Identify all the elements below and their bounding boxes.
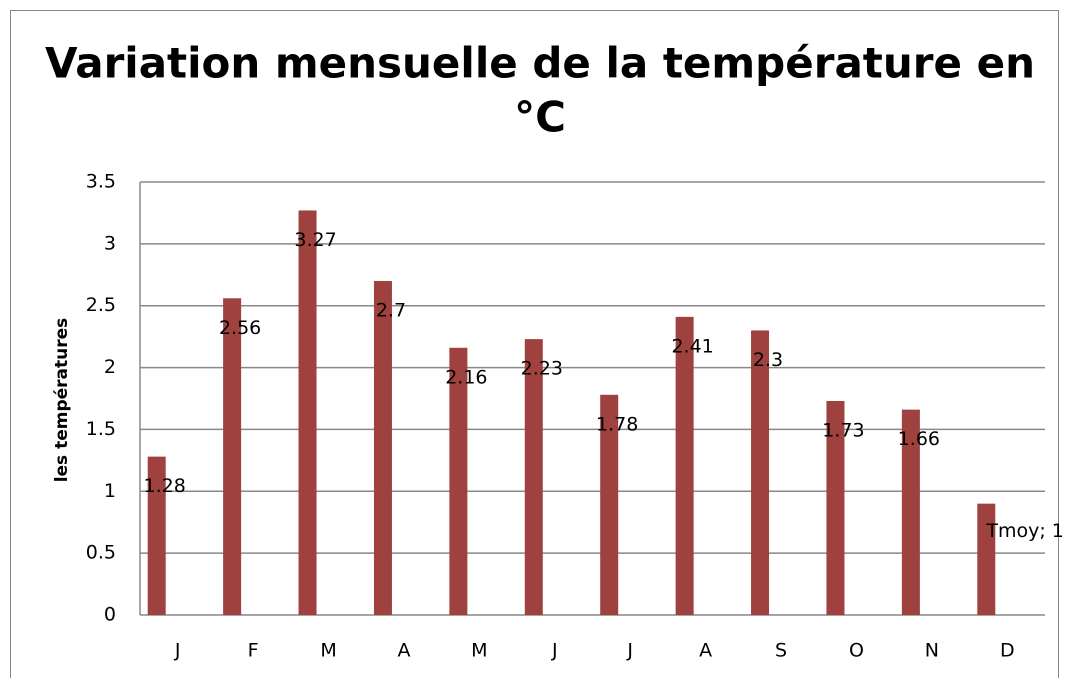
bar [600, 394, 619, 615]
y-tick-label: 0 [104, 604, 116, 626]
x-tick-label: D [1000, 640, 1015, 662]
y-tick-label: 1.5 [86, 418, 116, 440]
bar [901, 409, 920, 615]
data-label: 2.16 [445, 366, 487, 388]
bar [449, 347, 468, 615]
bar [675, 316, 694, 615]
chart-title: °C [514, 93, 566, 142]
bar [298, 210, 317, 615]
x-tick-label: N [925, 640, 939, 662]
data-label: 1.73 [822, 419, 864, 441]
bar [373, 280, 392, 615]
y-axis-label: les températures [52, 318, 72, 483]
data-label: 2.56 [219, 317, 261, 339]
y-tick-label: 3 [104, 232, 116, 254]
bar [223, 298, 242, 615]
x-tick-label: S [775, 640, 787, 662]
data-label: 1.66 [898, 428, 940, 450]
x-tick-label: O [849, 640, 864, 662]
y-tick-label: 2 [104, 356, 116, 378]
data-label: 2.7 [376, 299, 406, 321]
data-label: 1.78 [596, 413, 638, 435]
bar [751, 330, 770, 615]
data-label: 1.28 [144, 475, 186, 497]
y-tick-label: 3.5 [86, 171, 116, 193]
y-tick-label: 0.5 [86, 542, 116, 564]
x-tick-label: J [174, 640, 181, 662]
y-tick-label: 2.5 [86, 294, 116, 316]
bar [147, 456, 166, 615]
x-tick-label: A [397, 640, 410, 662]
x-tick-label: F [248, 640, 259, 662]
data-label: 2.23 [521, 358, 563, 380]
x-tick-label: M [320, 640, 336, 662]
x-tick-label: J [626, 640, 633, 662]
y-tick-label: 1 [104, 480, 116, 502]
bar [524, 339, 543, 615]
x-tick-label: M [471, 640, 487, 662]
bar [826, 400, 845, 615]
x-tick-label: J [551, 640, 558, 662]
x-tick-label: A [699, 640, 712, 662]
data-label: Tmoy; 17,95 [985, 520, 1065, 542]
data-label: 2.3 [753, 349, 783, 371]
bar [977, 503, 996, 615]
data-label: 2.41 [671, 335, 713, 357]
data-label: 3.27 [294, 229, 336, 251]
chart-title: Variation mensuelle de la température en [45, 39, 1035, 88]
